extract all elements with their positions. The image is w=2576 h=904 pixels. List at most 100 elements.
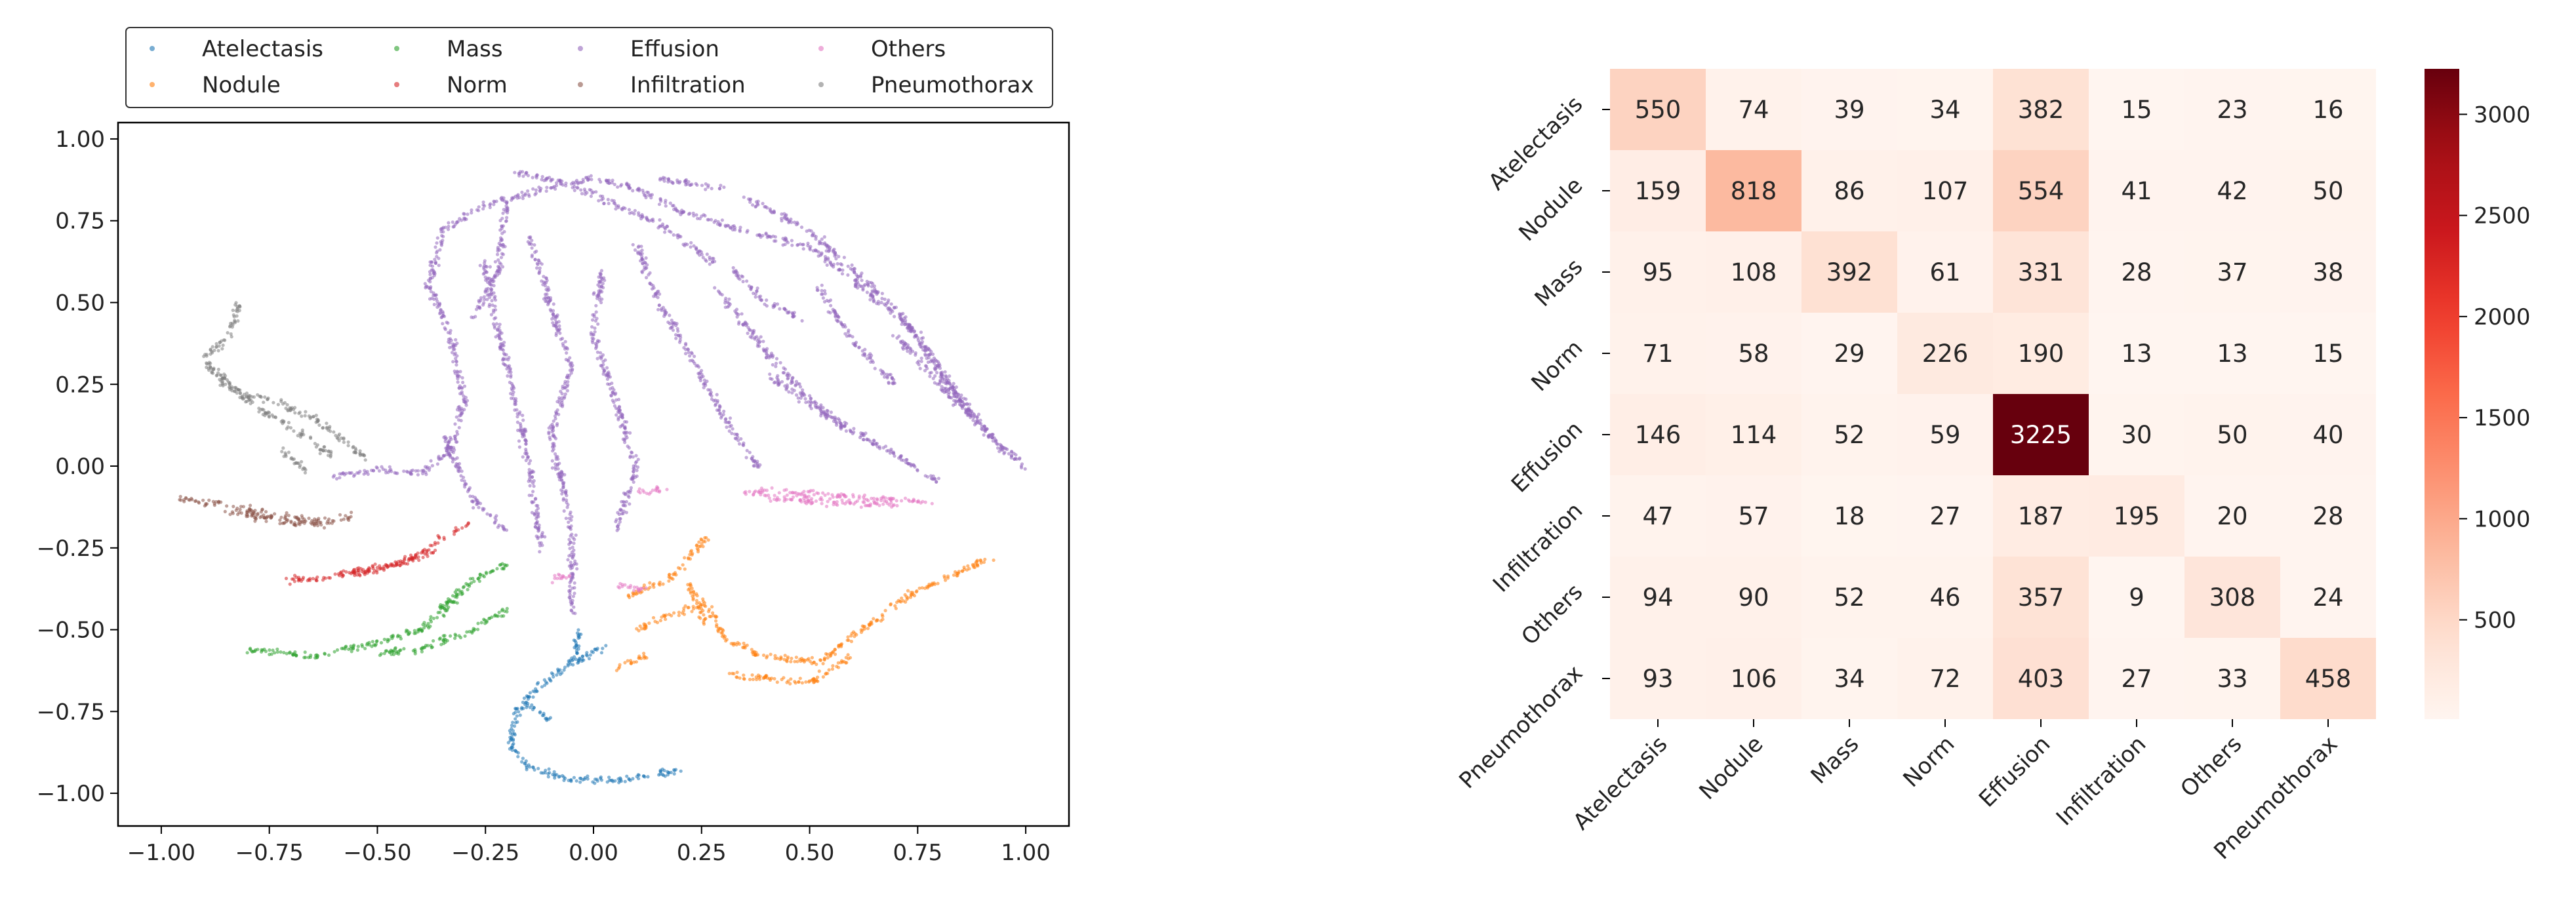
point-effusion (971, 418, 975, 422)
point-pneumothorax (280, 450, 284, 454)
point-effusion (893, 381, 896, 385)
point-effusion (775, 302, 780, 306)
point-effusion (570, 515, 574, 519)
heatmap-cell (2280, 313, 2376, 394)
point-effusion (528, 484, 532, 488)
point-nodule (971, 564, 975, 568)
point-effusion (644, 256, 648, 260)
point-effusion (853, 270, 856, 275)
point-atelectasis (542, 711, 546, 715)
y-tick-label: 0.75 (55, 208, 105, 235)
point-nodule (677, 610, 681, 614)
point-atelectasis (569, 778, 573, 782)
point-nodule (691, 598, 695, 602)
point-effusion (538, 266, 542, 270)
heatmap-cell-value: 50 (2312, 177, 2343, 205)
point-effusion (904, 346, 908, 350)
point-effusion (502, 351, 506, 355)
point-pneumothorax (218, 378, 222, 382)
point-atelectasis (511, 720, 515, 724)
heatmap-cell (1993, 69, 2089, 150)
point-pneumothorax (214, 342, 218, 346)
point-atelectasis (531, 689, 535, 693)
point-effusion (618, 184, 623, 188)
point-nodule (686, 583, 690, 587)
point-effusion (394, 471, 398, 475)
point-atelectasis (517, 710, 521, 714)
point-mass (441, 639, 446, 642)
point-effusion (775, 357, 779, 361)
point-effusion (500, 252, 504, 256)
point-nodule (689, 549, 693, 553)
point-effusion (530, 475, 534, 479)
point-effusion (435, 236, 439, 240)
heatmap-cell-value: 146 (1635, 421, 1681, 449)
point-effusion (567, 359, 571, 363)
heatmap-cell (2184, 231, 2280, 313)
row-label-others: Others (1516, 579, 1588, 650)
point-effusion (723, 301, 727, 305)
point-effusion (338, 476, 342, 480)
point-others (555, 576, 559, 580)
point-effusion (519, 426, 523, 430)
point-effusion (714, 398, 717, 403)
heatmap-cell (1610, 557, 1706, 638)
point-effusion (540, 534, 544, 538)
point-effusion (608, 375, 613, 379)
point-effusion (735, 433, 739, 437)
point-effusion (996, 442, 999, 446)
point-effusion (679, 235, 683, 239)
heatmap-row-labels: AtelectasisNoduleMassNormEffusionInfiltr… (1454, 91, 1610, 794)
point-effusion (919, 345, 923, 349)
point-nodule (702, 618, 706, 622)
point-effusion (843, 323, 847, 327)
point-nodule (837, 643, 841, 648)
legend-marker-others (818, 46, 824, 51)
point-nodule (635, 627, 639, 631)
point-atelectasis (576, 628, 580, 632)
point-effusion (490, 293, 494, 297)
point-effusion (754, 292, 757, 296)
point-effusion (856, 286, 860, 290)
point-infiltration (332, 519, 336, 523)
y-tick-label: 1.00 (55, 127, 105, 153)
point-mass (463, 634, 467, 638)
point-others (763, 494, 767, 498)
heatmap-cell-value: 90 (1738, 583, 1769, 612)
point-pneumothorax (263, 395, 267, 399)
legend-label-infiltration: Infiltration (630, 72, 746, 98)
point-norm (436, 541, 440, 545)
point-infiltration (315, 518, 319, 522)
point-effusion (572, 605, 576, 609)
point-atelectasis (549, 679, 553, 683)
heatmap-cell (2089, 394, 2184, 475)
point-effusion (944, 386, 948, 391)
point-mass (349, 644, 353, 648)
point-effusion (761, 340, 765, 344)
point-others (784, 488, 788, 492)
point-nodule (697, 615, 701, 619)
point-effusion (506, 206, 510, 210)
point-effusion (729, 226, 733, 230)
point-mass (262, 647, 266, 652)
point-effusion (811, 249, 815, 253)
point-effusion (758, 297, 762, 302)
point-effusion (597, 291, 601, 295)
point-effusion (497, 241, 501, 245)
point-effusion (599, 355, 604, 359)
point-effusion (834, 257, 838, 261)
heatmap-cell (2280, 231, 2376, 313)
point-atelectasis (512, 712, 515, 716)
point-norm (339, 570, 343, 574)
point-atelectasis (607, 776, 611, 779)
point-mass (460, 593, 464, 597)
point-nodule (866, 627, 870, 631)
point-others (919, 501, 923, 505)
point-norm (378, 564, 382, 568)
point-effusion (683, 351, 688, 356)
point-effusion (692, 214, 696, 218)
point-effusion (531, 481, 535, 485)
point-effusion (592, 315, 596, 319)
point-norm (321, 578, 325, 582)
point-effusion (520, 432, 524, 436)
